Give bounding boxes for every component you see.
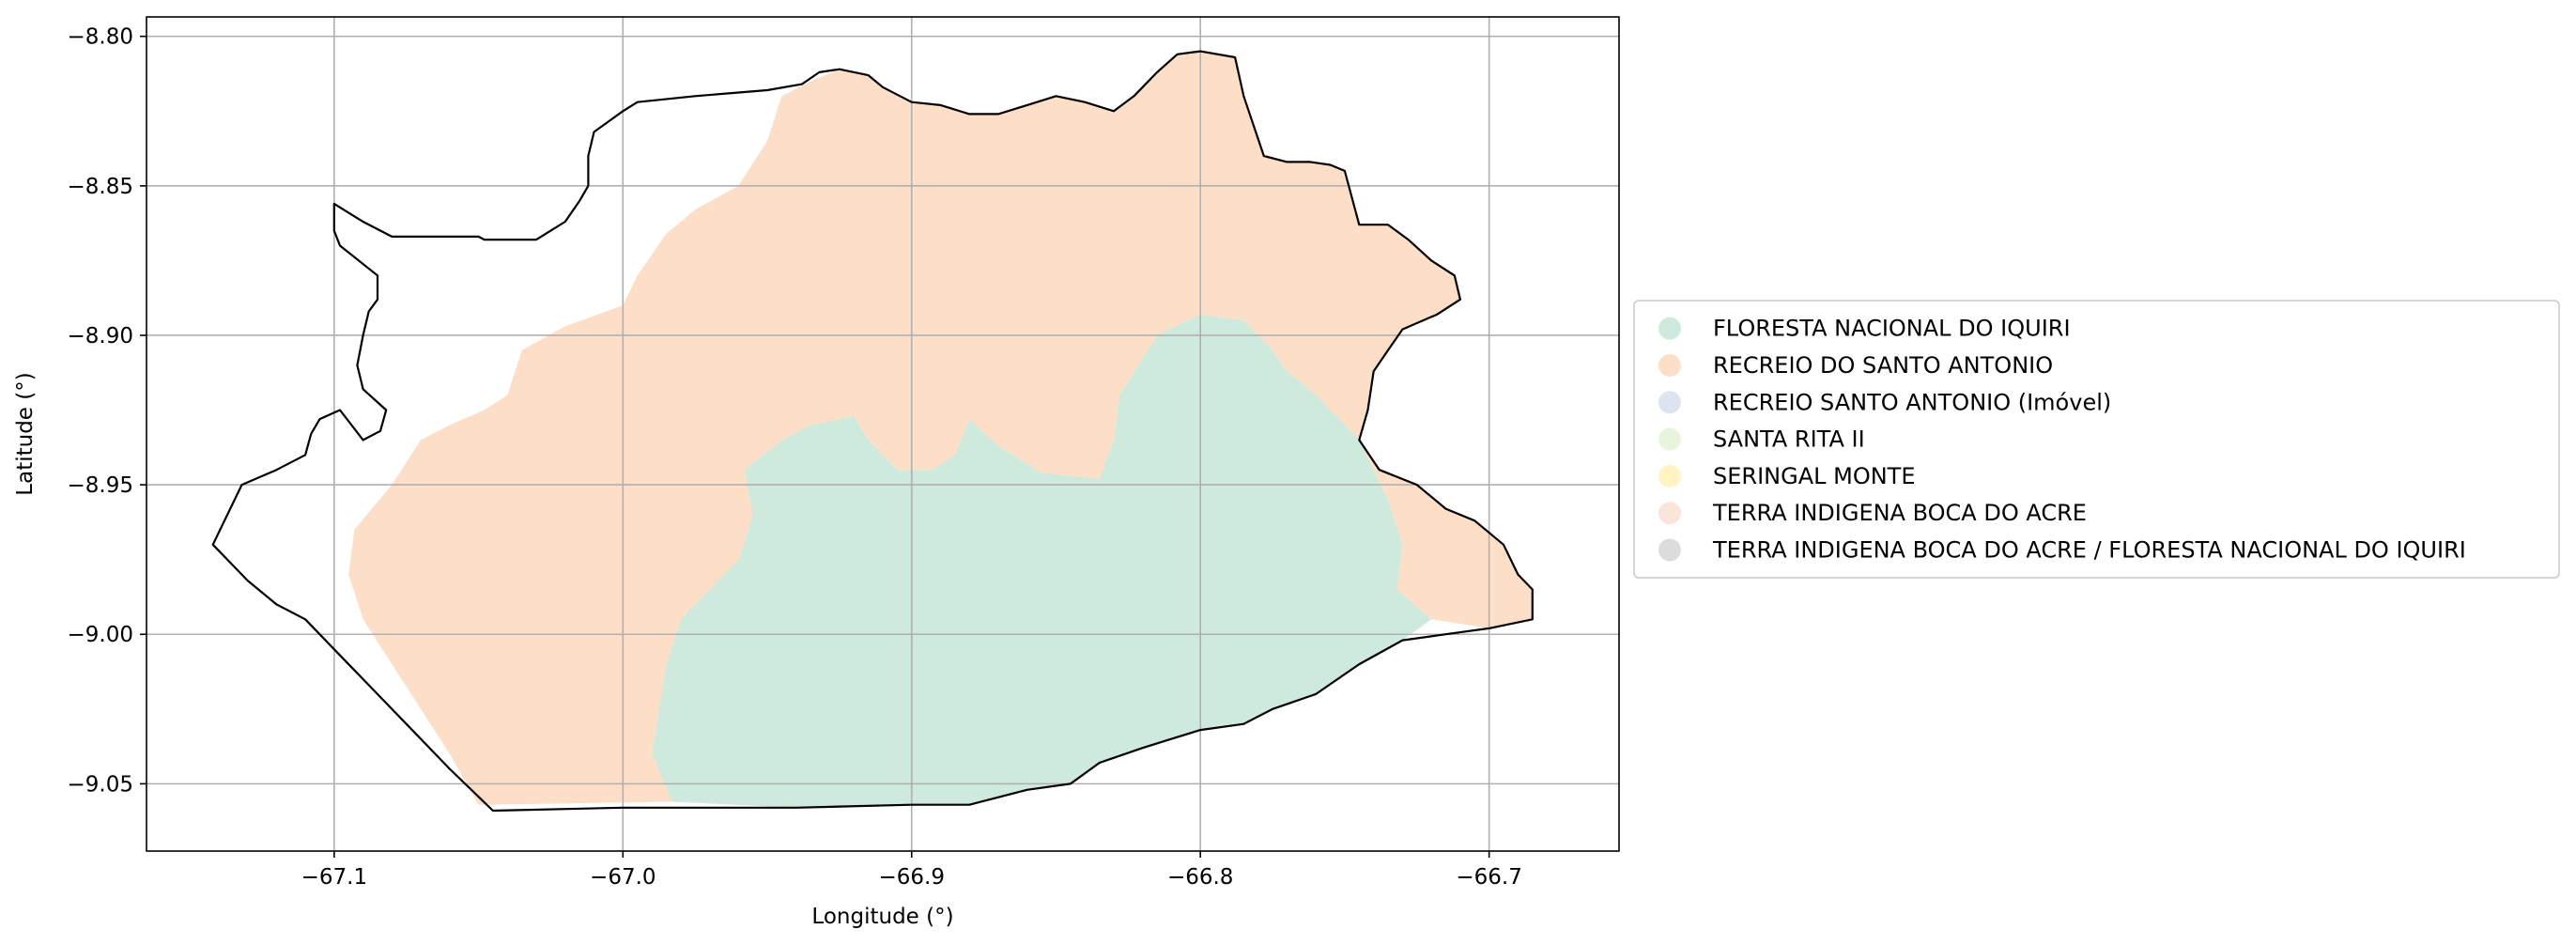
plot-area bbox=[146, 16, 1620, 852]
legend-entry: TERRA INDIGENA BOCA DO ACRE bbox=[1658, 500, 2087, 526]
x-tick-label: −66.9 bbox=[879, 865, 945, 890]
region-0 bbox=[652, 314, 1432, 808]
legend-marker bbox=[1658, 353, 1681, 377]
y-tick-label: −9.05 bbox=[68, 772, 133, 797]
legend-marker bbox=[1658, 427, 1681, 451]
legend-label: TERRA INDIGENA BOCA DO ACRE bbox=[1712, 500, 2087, 526]
legend-entry: FLORESTA NACIONAL DO IQUIRI bbox=[1658, 316, 2071, 342]
legend: FLORESTA NACIONAL DO IQUIRI RECREIO DO SA… bbox=[1633, 300, 2560, 579]
legend-entry: SERINGAL MONTE bbox=[1658, 463, 1916, 489]
y-tick-label: −9.00 bbox=[68, 623, 133, 647]
legend-marker bbox=[1658, 391, 1681, 414]
legend-marker bbox=[1658, 538, 1681, 562]
legend-entry: SANTA RITA II bbox=[1658, 426, 1865, 453]
y-axis-ticks: −8.80 −8.85 −8.90 −8.95 −9.00 −9.05 bbox=[68, 25, 147, 797]
legend-label: RECREIO SANTO ANTONIO (Imóvel) bbox=[1713, 389, 2111, 415]
region-1 bbox=[348, 51, 1533, 805]
legend-label: RECREIO DO SANTO ANTONIO bbox=[1713, 352, 2053, 379]
x-axis-label: Longitude (°) bbox=[811, 905, 953, 929]
legend-label: FLORESTA NACIONAL DO IQUIRI bbox=[1713, 316, 2071, 342]
legend-box bbox=[1633, 300, 2560, 579]
legend-marker bbox=[1658, 502, 1681, 525]
legend-label: SERINGAL MONTE bbox=[1713, 463, 1916, 489]
legend-entry: RECREIO DO SANTO ANTONIO bbox=[1658, 352, 2053, 379]
legend-entry: TERRA INDIGENA BOCA DO ACRE / FLORESTA N… bbox=[1658, 536, 2466, 563]
x-tick-label: −67.0 bbox=[590, 865, 656, 890]
y-tick-label: −8.90 bbox=[68, 324, 133, 349]
region-layer bbox=[348, 51, 1533, 808]
x-tick-label: −67.1 bbox=[301, 865, 367, 890]
legend-entry: RECREIO SANTO ANTONIO (Imóvel) bbox=[1658, 389, 2111, 415]
y-tick-label: −8.80 bbox=[68, 25, 133, 50]
legend-label: SANTA RITA II bbox=[1713, 426, 1865, 453]
legend-label: TERRA INDIGENA BOCA DO ACRE / FLORESTA N… bbox=[1712, 536, 2466, 563]
y-tick-label: −8.95 bbox=[68, 473, 133, 498]
x-tick-label: −66.8 bbox=[1167, 865, 1233, 890]
grid-layer bbox=[147, 17, 1619, 851]
boundary-layer bbox=[211, 50, 1534, 813]
x-tick-label: −66.7 bbox=[1456, 865, 1521, 890]
boundary-outline bbox=[211, 50, 1534, 813]
legend-marker bbox=[1658, 317, 1681, 340]
x-axis-ticks: −67.1 −67.0 −66.9 −66.8 −66.7 bbox=[301, 851, 1522, 890]
plot-frame bbox=[146, 16, 1620, 852]
legend-marker bbox=[1658, 464, 1681, 488]
y-tick-label: −8.85 bbox=[68, 175, 133, 199]
y-axis-label: Latitude (°) bbox=[13, 372, 38, 495]
legend-items: FLORESTA NACIONAL DO IQUIRI RECREIO DO SA… bbox=[1658, 316, 2466, 563]
